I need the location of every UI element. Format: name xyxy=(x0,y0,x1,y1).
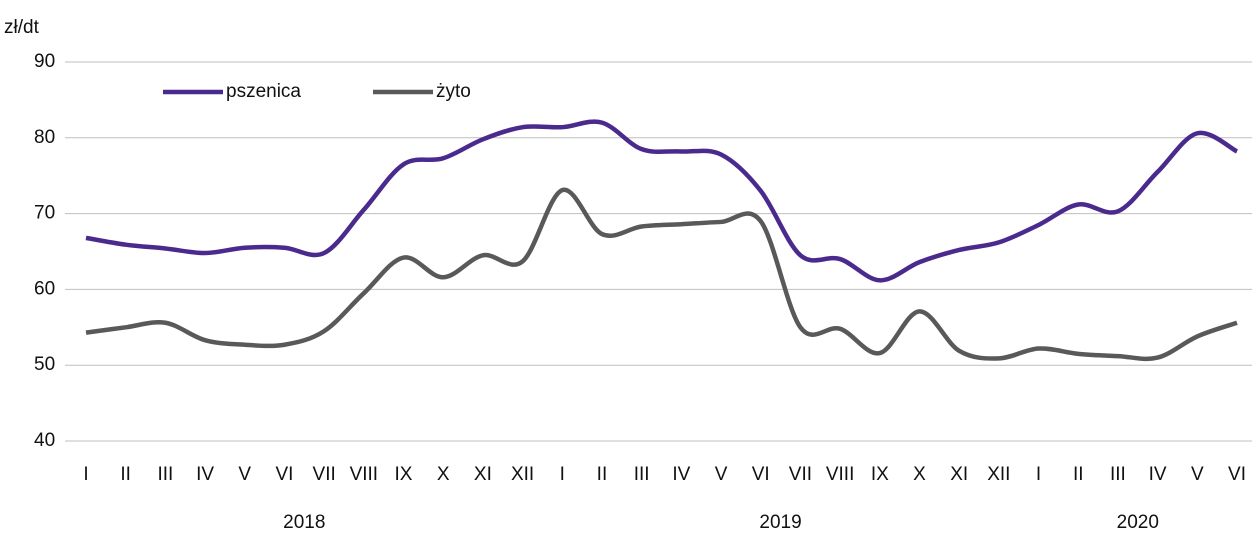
y-tick-label: 60 xyxy=(34,278,55,299)
x-group-label: 2019 xyxy=(759,512,801,533)
x-tick-label: V xyxy=(1191,464,1204,485)
x-tick-label: VI xyxy=(275,464,293,485)
x-tick-label: VI xyxy=(752,464,770,485)
x-tick-label: IX xyxy=(395,464,413,485)
y-tick-label: 90 xyxy=(34,51,55,72)
x-tick-label: III xyxy=(1110,464,1126,485)
x-tick-label: II xyxy=(120,464,131,485)
y-tick-label: 70 xyxy=(34,203,55,224)
y-tick-label: 50 xyxy=(34,354,55,375)
y-axis-label: zł/dt xyxy=(4,17,40,38)
x-tick-label: I xyxy=(1036,464,1041,485)
legend-label: żyto xyxy=(436,81,471,102)
x-tick-label: VII xyxy=(313,464,336,485)
x-tick-label: I xyxy=(83,464,88,485)
x-tick-label: IV xyxy=(1149,464,1167,485)
legend-label: pszenica xyxy=(226,81,301,102)
series-line xyxy=(85,187,1238,362)
x-tick-label: II xyxy=(597,464,608,485)
series-line xyxy=(85,119,1239,283)
x-tick-label: X xyxy=(913,464,926,485)
x-tick-label: VII xyxy=(789,464,812,485)
x-tick-label: X xyxy=(437,464,450,485)
x-tick-label: XII xyxy=(987,464,1010,485)
x-tick-label: V xyxy=(238,464,251,485)
y-tick-label: 40 xyxy=(34,430,55,451)
x-tick-label: V xyxy=(715,464,728,485)
x-group-label: 2020 xyxy=(1117,512,1159,533)
x-tick-label: III xyxy=(634,464,650,485)
x-tick-label: III xyxy=(157,464,173,485)
x-tick-label: VI xyxy=(1228,464,1246,485)
x-tick-label: XI xyxy=(950,464,968,485)
x-tick-label: II xyxy=(1073,464,1084,485)
y-tick-label: 80 xyxy=(34,127,55,148)
x-tick-label: IV xyxy=(196,464,214,485)
x-tick-label: VIII xyxy=(826,464,855,485)
x-group-label: 2018 xyxy=(283,512,325,533)
x-tick-label: XI xyxy=(474,464,492,485)
x-tick-label: IV xyxy=(672,464,690,485)
x-tick-label: VIII xyxy=(350,464,379,485)
x-tick-label: IX xyxy=(871,464,889,485)
x-tick-label: I xyxy=(560,464,565,485)
x-tick-label: XII xyxy=(511,464,534,485)
